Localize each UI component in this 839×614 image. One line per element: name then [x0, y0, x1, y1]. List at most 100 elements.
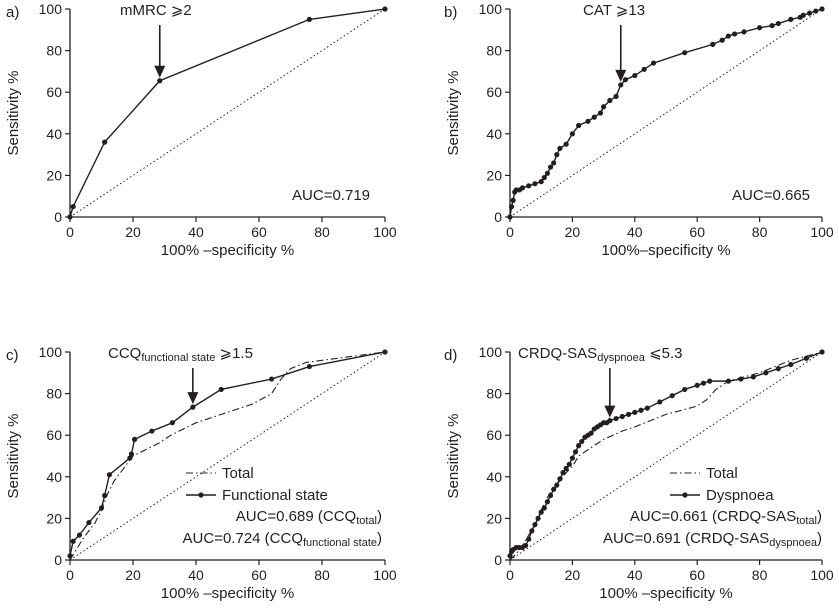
data-point	[769, 23, 775, 29]
auc-label: AUC=0.665	[732, 187, 810, 204]
data-point	[710, 41, 716, 47]
y-tick-label: 0	[494, 552, 502, 568]
x-tick-label: 100	[373, 224, 397, 240]
data-point	[157, 78, 163, 84]
y-axis-label: Sensitivity %	[445, 413, 462, 498]
x-tick-label: 60	[689, 224, 705, 240]
roc-panel-c: c) 0 20 40 60 80 100 0 20 40 60 80 100 100% –specific…	[5, 344, 397, 602]
data-point	[551, 160, 557, 166]
x-tick-label: 40	[627, 224, 643, 240]
data-point	[638, 407, 644, 413]
data-point	[644, 405, 650, 411]
data-point	[102, 492, 108, 499]
cutoff-annotation: mMRC ⩾2	[120, 2, 192, 19]
series-line	[509, 351, 823, 557]
data-point	[741, 29, 747, 35]
data-point	[819, 6, 825, 12]
y-tick-label: 80	[486, 43, 502, 59]
auc-label: AUC=0.724 (CCQfunctional state)	[183, 530, 382, 549]
data-point	[532, 181, 538, 187]
x-axis-label: 100%–specificity %	[601, 242, 730, 259]
auc-label: AUC=0.661 (CRDQ-SAStotal)	[630, 508, 822, 527]
data-point	[694, 382, 700, 388]
data-point	[508, 204, 515, 210]
data-point	[588, 430, 594, 436]
data-point	[619, 413, 625, 420]
data-point	[618, 82, 624, 88]
cutoff-arrow-head	[187, 392, 199, 405]
data-point	[607, 97, 613, 104]
data-point	[70, 538, 76, 544]
data-point	[669, 393, 675, 399]
data-point	[507, 214, 513, 220]
data-point	[98, 505, 105, 511]
data-point	[306, 363, 312, 370]
data-point	[585, 118, 591, 124]
data-point	[554, 152, 560, 158]
x-axis-label: 100% –specificity %	[161, 585, 294, 602]
data-point	[76, 532, 83, 538]
x-tick-label: 80	[752, 224, 768, 240]
auc-label: AUC=0.689 (CCQtotal)	[236, 508, 382, 527]
data-point	[526, 183, 532, 189]
data-point	[682, 50, 688, 56]
x-axis-label: 100% –specificity %	[599, 585, 732, 602]
cutoff-arrow-head	[615, 69, 627, 82]
data-point	[591, 114, 597, 120]
x-tick-label: 0	[66, 224, 74, 240]
y-tick-label: 0	[494, 209, 502, 225]
data-point	[538, 179, 544, 185]
x-tick-label: 100	[810, 224, 834, 240]
panel-label: c)	[6, 347, 19, 364]
panel-label: a)	[6, 4, 19, 21]
data-point	[576, 443, 582, 449]
y-tick-label: 40	[486, 126, 502, 142]
y-tick-label: 100	[479, 344, 503, 360]
data-point	[563, 465, 569, 472]
panel-label: d)	[444, 347, 457, 364]
data-point	[102, 139, 108, 145]
panel-label: b)	[444, 4, 457, 21]
data-point	[128, 451, 135, 457]
data-point	[554, 482, 560, 488]
subscript-text: functional state	[141, 352, 215, 364]
roc-panel-d: d) 0 20 40 60 80 100 0 20 40 60 80 100 100% –specific…	[444, 344, 834, 602]
data-point	[218, 386, 224, 393]
data-point	[682, 386, 688, 393]
reference-diagonal	[509, 351, 823, 561]
legend-label: Total	[222, 465, 254, 482]
data-point	[576, 122, 582, 129]
data-point	[725, 33, 732, 39]
data-point	[597, 110, 604, 116]
reference-diagonal	[69, 8, 386, 218]
roc-panel-a: a) 0 20 40 60 80 100 0 20 40 60 80 100 100% –specific…	[5, 1, 397, 259]
data-point	[813, 8, 819, 14]
y-axis-label: Sensitivity %	[5, 70, 22, 155]
roc-panel-b: b) 0 20 40 60 80 100 0 20 40 60 80 100 100%–specifici…	[444, 1, 834, 259]
x-tick-label: 80	[314, 224, 330, 240]
x-tick-label: 0	[66, 567, 74, 583]
data-point	[535, 515, 541, 522]
x-tick-label: 80	[752, 567, 768, 583]
auc-label: AUC=0.691 (CRDQ-SASdyspnoea)	[603, 530, 822, 549]
reference-diagonal	[509, 8, 823, 218]
x-tick-label: 20	[565, 224, 581, 240]
data-point	[650, 60, 657, 66]
x-tick-label: 0	[506, 224, 514, 240]
y-tick-label: 100	[479, 1, 503, 17]
data-point	[613, 93, 619, 99]
x-tick-label: 20	[565, 567, 581, 583]
data-point	[560, 470, 566, 476]
series-line	[69, 351, 386, 556]
y-tick-label: 80	[46, 43, 62, 59]
data-point	[819, 349, 825, 355]
subscript-text: total	[796, 515, 817, 527]
data-point	[725, 378, 732, 384]
y-tick-label: 100	[39, 344, 63, 360]
data-point	[763, 370, 769, 376]
data-point	[86, 519, 92, 526]
data-point	[806, 10, 813, 16]
data-point	[800, 12, 806, 18]
data-point	[544, 499, 551, 505]
x-tick-label: 40	[188, 567, 204, 583]
